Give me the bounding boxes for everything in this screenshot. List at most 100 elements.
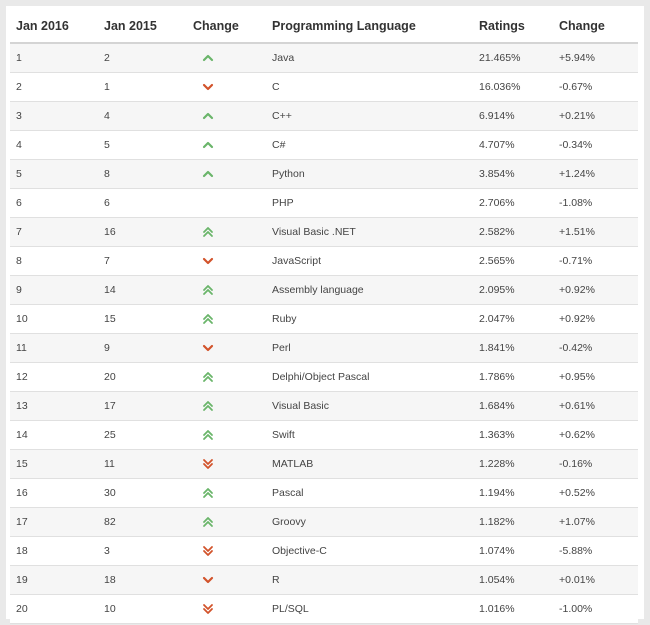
chevron-up-icon [201, 51, 215, 65]
double-chevron-down-icon [201, 544, 215, 558]
rank-2016: 7 [10, 217, 98, 247]
rating-value: 4.707% [473, 130, 553, 160]
rank-2016: 4 [10, 130, 98, 160]
header-programming-language[interactable]: Programming Language [266, 9, 473, 44]
rating-change: +1.24% [553, 159, 638, 189]
rank-2015: 25 [98, 420, 187, 450]
language-name[interactable]: JavaScript [266, 246, 473, 276]
rating-value: 1.016% [473, 594, 553, 624]
double-chevron-up-icon [201, 370, 215, 384]
language-name[interactable]: Ruby [266, 304, 473, 334]
rank-change-cell [187, 275, 266, 305]
rank-2016: 16 [10, 478, 98, 508]
table-row: 7 16 Visual Basic .NET 2.582% +1.51% [10, 217, 638, 247]
language-name[interactable]: Perl [266, 333, 473, 363]
language-name[interactable]: Delphi/Object Pascal [266, 362, 473, 392]
rating-value: 1.194% [473, 478, 553, 508]
table-row: 12 20 Delphi/Object Pascal 1.786% +0.95% [10, 362, 638, 392]
language-ranking-table: Jan 2016 Jan 2015 Change Programming Lan… [10, 9, 638, 624]
language-name[interactable]: MATLAB [266, 449, 473, 479]
language-name[interactable]: PL/SQL [266, 594, 473, 624]
rank-2015: 2 [98, 43, 187, 73]
table-row: 16 30 Pascal 1.194% +0.52% [10, 478, 638, 508]
double-chevron-down-icon [201, 457, 215, 471]
rank-2015: 30 [98, 478, 187, 508]
language-name[interactable]: C++ [266, 101, 473, 131]
language-name[interactable]: Assembly language [266, 275, 473, 305]
rank-change-cell [187, 130, 266, 160]
rank-2015: 16 [98, 217, 187, 247]
double-chevron-up-icon [201, 399, 215, 413]
language-name[interactable]: Swift [266, 420, 473, 450]
rank-2016: 19 [10, 565, 98, 595]
language-name[interactable]: Visual Basic [266, 391, 473, 421]
rating-value: 1.841% [473, 333, 553, 363]
rank-2016: 15 [10, 449, 98, 479]
header-ratings-change[interactable]: Change [553, 9, 638, 44]
table-row: 18 3 Objective-C 1.074% -5.88% [10, 536, 638, 566]
chevron-down-icon [201, 341, 215, 355]
chevron-down-icon [201, 254, 215, 268]
rank-2015: 11 [98, 449, 187, 479]
rank-2015: 15 [98, 304, 187, 334]
rank-change-cell [187, 188, 266, 218]
rating-change: +0.92% [553, 304, 638, 334]
rating-value: 1.054% [473, 565, 553, 595]
rank-change-cell [187, 420, 266, 450]
rank-2016: 9 [10, 275, 98, 305]
rating-value: 2.706% [473, 188, 553, 218]
table-row: 5 8 Python 3.854% +1.24% [10, 159, 638, 189]
language-name[interactable]: Java [266, 43, 473, 73]
table-row: 1 2 Java 21.465% +5.94% [10, 43, 638, 73]
header-rank-change[interactable]: Change [187, 9, 266, 44]
rank-2016: 14 [10, 420, 98, 450]
rank-change-cell [187, 362, 266, 392]
rank-change-cell [187, 217, 266, 247]
rating-value: 1.684% [473, 391, 553, 421]
rating-change: +0.62% [553, 420, 638, 450]
rating-value: 1.786% [473, 362, 553, 392]
header-jan-2016[interactable]: Jan 2016 [10, 9, 98, 44]
rank-change-cell [187, 478, 266, 508]
rating-value: 1.228% [473, 449, 553, 479]
language-name[interactable]: Visual Basic .NET [266, 217, 473, 247]
rank-2016: 12 [10, 362, 98, 392]
rating-change: -0.67% [553, 72, 638, 102]
rank-2016: 8 [10, 246, 98, 276]
rating-value: 3.854% [473, 159, 553, 189]
chevron-up-icon [201, 109, 215, 123]
rank-2015: 3 [98, 536, 187, 566]
language-name[interactable]: Objective-C [266, 536, 473, 566]
rating-value: 2.582% [473, 217, 553, 247]
language-name[interactable]: C# [266, 130, 473, 160]
language-name[interactable]: R [266, 565, 473, 595]
rating-change: +1.07% [553, 507, 638, 537]
rank-change-cell [187, 101, 266, 131]
double-chevron-up-icon [201, 312, 215, 326]
chevron-up-icon [201, 138, 215, 152]
rank-change-cell [187, 246, 266, 276]
table-row: 14 25 Swift 1.363% +0.62% [10, 420, 638, 450]
rank-2015: 4 [98, 101, 187, 131]
rating-change: +1.51% [553, 217, 638, 247]
rank-2016: 18 [10, 536, 98, 566]
header-ratings[interactable]: Ratings [473, 9, 553, 44]
rank-2016: 1 [10, 43, 98, 73]
language-name[interactable]: Pascal [266, 478, 473, 508]
language-name[interactable]: PHP [266, 188, 473, 218]
language-name[interactable]: C [266, 72, 473, 102]
language-name[interactable]: Python [266, 159, 473, 189]
header-jan-2015[interactable]: Jan 2015 [98, 9, 187, 44]
rank-2015: 10 [98, 594, 187, 624]
table-row: 8 7 JavaScript 2.565% -0.71% [10, 246, 638, 276]
language-name[interactable]: Groovy [266, 507, 473, 537]
rating-change: -0.71% [553, 246, 638, 276]
chevron-down-icon [201, 573, 215, 587]
rank-change-cell [187, 565, 266, 595]
table-row: 17 82 Groovy 1.182% +1.07% [10, 507, 638, 537]
chevron-down-icon [201, 80, 215, 94]
rank-2015: 8 [98, 159, 187, 189]
double-chevron-up-icon [201, 225, 215, 239]
rating-value: 2.095% [473, 275, 553, 305]
rank-2015: 14 [98, 275, 187, 305]
